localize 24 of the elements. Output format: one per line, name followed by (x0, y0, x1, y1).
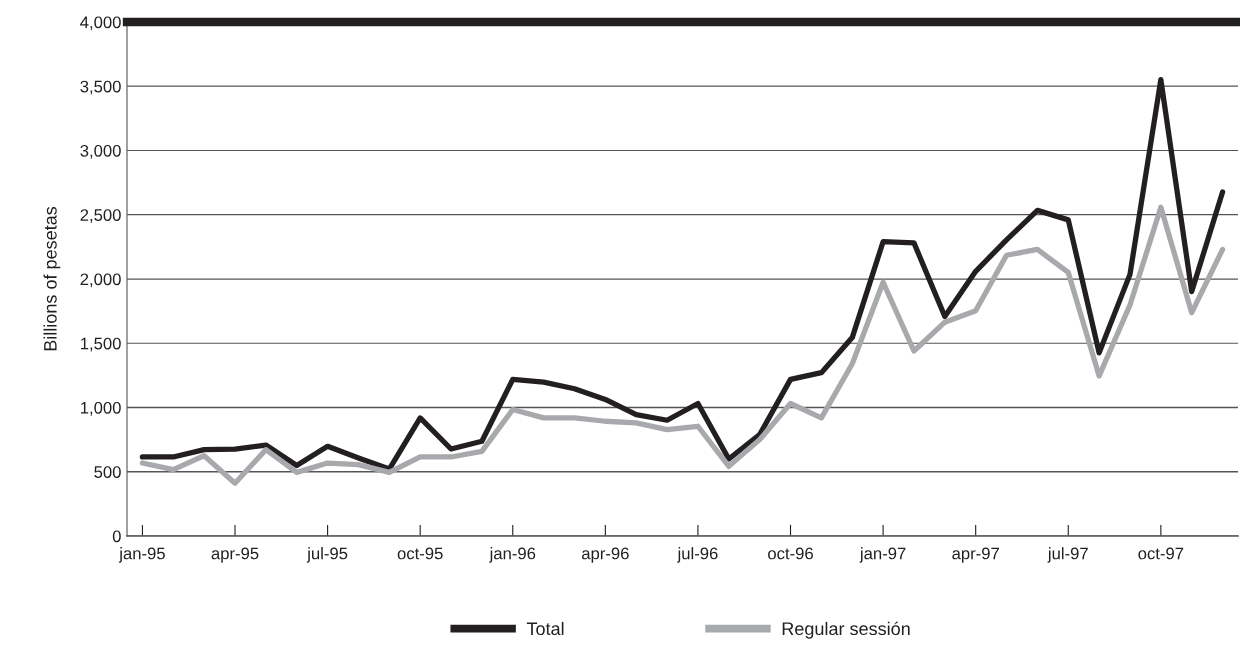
x-tick-label: oct-95 (397, 547, 443, 560)
y-tick-label: 0 (112, 530, 121, 543)
y-tick-label: 2,500 (80, 209, 121, 223)
x-tick-label: jan-97 (859, 547, 906, 563)
y-tick-label: 500 (94, 466, 121, 478)
y-axis-title: Billions of pesetas (43, 206, 61, 351)
x-tick-label: jan-96 (489, 547, 536, 563)
x-tick-label: oct-97 (1138, 547, 1184, 560)
y-tick-label: 1,000 (81, 401, 121, 416)
y-tick-label: 3,500 (80, 80, 121, 95)
y-tick-label: 4,000 (80, 16, 121, 31)
legend-label: Regular sessión (782, 621, 910, 639)
y-tick-label: 2,000 (80, 273, 121, 288)
x-tick-label: jul-95 (306, 547, 348, 563)
x-tick-label: jan-95 (118, 547, 165, 563)
x-tick-label: apr-97 (952, 547, 999, 563)
y-tick-label: 1,500 (81, 337, 121, 352)
x-tick-label: jul-96 (677, 547, 718, 563)
y-tick-label: 3,000 (80, 144, 121, 159)
x-tick-label: apr-95 (211, 547, 259, 563)
legend-label: Total (526, 621, 564, 636)
x-tick-label: oct-96 (768, 547, 813, 560)
x-tick-label: apr-96 (581, 547, 629, 563)
x-tick-label: jul-97 (1047, 547, 1088, 563)
